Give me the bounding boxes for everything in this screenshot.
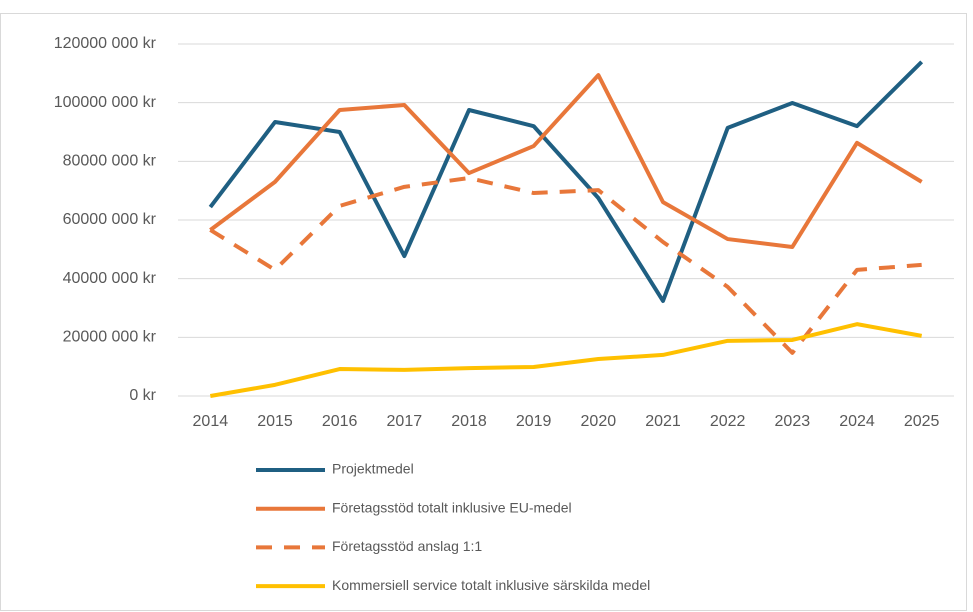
x-tick-label: 2017 bbox=[387, 413, 423, 430]
legend-label: Projektmedel bbox=[332, 461, 414, 477]
x-tick-label: 2018 bbox=[451, 413, 487, 430]
x-tick-label: 2021 bbox=[645, 413, 681, 430]
x-tick-label: 2019 bbox=[516, 413, 552, 430]
x-tick-label: 2025 bbox=[904, 413, 940, 430]
x-tick-label: 2014 bbox=[193, 413, 229, 430]
x-tick-label: 2024 bbox=[839, 413, 875, 430]
y-tick-label: 100000 000 kr bbox=[54, 94, 157, 111]
x-tick-label: 2015 bbox=[257, 413, 293, 430]
legend-label: Kommersiell service totalt inklusive sär… bbox=[332, 577, 650, 593]
x-tick-label: 2020 bbox=[581, 413, 617, 430]
legend-label: Företagsstöd anslag 1:1 bbox=[332, 538, 482, 554]
x-tick-label: 2022 bbox=[710, 413, 746, 430]
legend-label: Företagsstöd totalt inklusive EU-medel bbox=[332, 499, 572, 515]
series-line bbox=[208, 60, 924, 303]
series-line bbox=[209, 73, 923, 249]
x-tick-label: 2016 bbox=[322, 413, 358, 430]
y-tick-label: 40000 000 kr bbox=[63, 270, 157, 287]
y-tick-label: 20000 000 kr bbox=[63, 329, 157, 346]
y-tick-label: 0 kr bbox=[129, 387, 156, 404]
x-tick-label: 2023 bbox=[775, 413, 811, 430]
series-line bbox=[209, 322, 923, 398]
y-tick-label: 120000 000 kr bbox=[54, 35, 157, 52]
y-tick-label: 80000 000 kr bbox=[63, 153, 157, 170]
y-tick-label: 60000 000 kr bbox=[63, 211, 157, 228]
